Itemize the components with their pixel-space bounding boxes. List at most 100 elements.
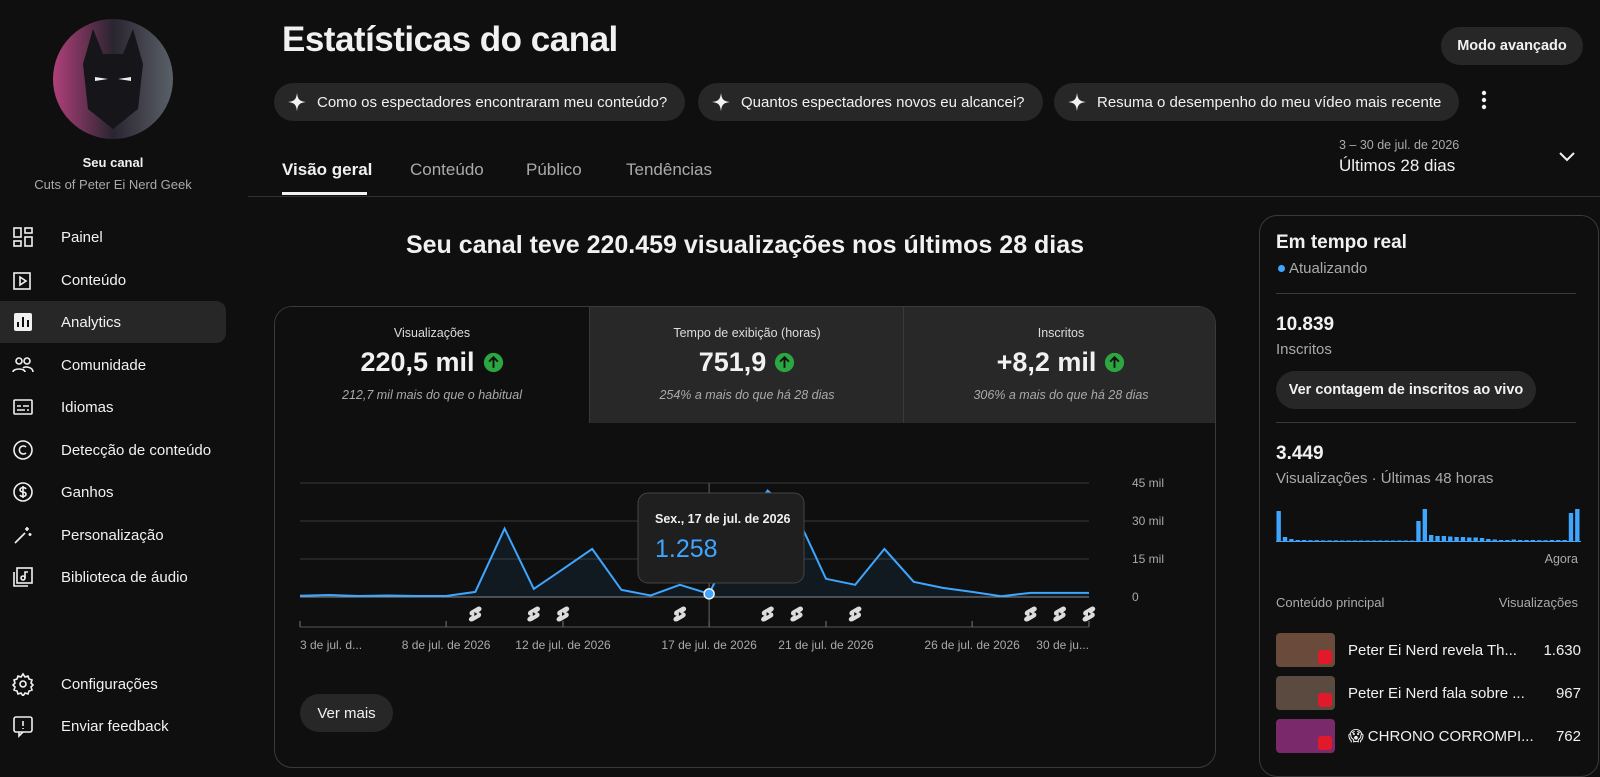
metric-note: 254% a mais do que há 28 dias: [659, 388, 835, 402]
nav-item[interactable]: Biblioteca de áudio: [0, 556, 226, 598]
bar: [1359, 540, 1364, 541]
bar: [1365, 540, 1370, 541]
metric-value-row: +8,2 mil: [904, 347, 1215, 378]
see-more-button[interactable]: Ver mais: [300, 694, 393, 732]
subscriber-count: 10.839: [1276, 314, 1335, 335]
hourly-views-chart: [1276, 509, 1581, 542]
bar: [1460, 537, 1466, 541]
metric-value-row: 751,9: [590, 347, 904, 378]
short-marker[interactable]: [1024, 606, 1037, 622]
nav-label: Detecção de conteúdo: [61, 441, 212, 459]
page-title: Estatísticas do canal: [282, 20, 618, 59]
tab[interactable]: Conteúdo: [410, 160, 484, 179]
bar: [1530, 540, 1536, 541]
nav-item[interactable]: Personalização: [0, 514, 226, 556]
tab[interactable]: Público: [526, 160, 582, 179]
advanced-mode-button[interactable]: Modo avançado: [1441, 27, 1583, 65]
bar: [1435, 536, 1440, 541]
short-marker[interactable]: [1082, 606, 1096, 622]
bar: [1333, 540, 1339, 541]
bar: [1448, 536, 1453, 541]
metric-tab[interactable]: Visualizações 220,5 mil 212,7 mil mais do …: [275, 307, 589, 423]
x-tick-label: 30 de ju...: [1036, 638, 1089, 652]
nav-item[interactable]: Idiomas: [0, 386, 226, 428]
page: Estatísticas do canal { "sidebar": { "ch…: [0, 19, 1600, 777]
nav-item[interactable]: Comunidade: [0, 344, 226, 386]
bar: [1486, 539, 1491, 541]
short-marker[interactable]: [527, 606, 541, 622]
nav-item[interactable]: Configurações: [0, 663, 226, 705]
bar: [1416, 521, 1421, 541]
bar: [1441, 536, 1447, 541]
bar: [1371, 540, 1377, 541]
bar: [1556, 540, 1561, 541]
nav-icon: [11, 672, 35, 696]
more-menu[interactable]: [1474, 88, 1494, 112]
bar: [1295, 540, 1300, 541]
thumbnail: [1276, 676, 1335, 710]
thumbnail: [1276, 719, 1335, 753]
top-content-row[interactable]: Peter Ei Nerd revela Th... 1.630: [1276, 632, 1581, 668]
x-tick-label: 26 de jul. de 2026: [924, 638, 1020, 652]
short-marker[interactable]: [848, 606, 862, 622]
nav-item[interactable]: Analytics: [0, 301, 226, 343]
nav-item[interactable]: Ganhos: [0, 471, 226, 513]
video-title: Peter Ei Nerd revela Th...: [1348, 641, 1517, 659]
summary-heading: Seu canal teve 220.459 visualizações nos…: [405, 231, 1085, 259]
metric-tab[interactable]: Tempo de exibição (horas) 751,9 254% a mai…: [589, 307, 904, 423]
tab[interactable]: Visão geral: [282, 160, 373, 179]
date-chevron[interactable]: [1557, 150, 1577, 164]
nav-item[interactable]: Painel: [0, 216, 226, 258]
divider: [1276, 293, 1576, 294]
bar: [1390, 540, 1396, 541]
bar: [1397, 540, 1402, 541]
bar: [1378, 540, 1383, 541]
line: [299, 489, 1089, 598]
bar: [1575, 509, 1580, 541]
date-range[interactable]: 3 – 30 de jul. de 2026: [1339, 138, 1460, 152]
status-dot: [1278, 265, 1285, 272]
short-marker[interactable]: [790, 606, 804, 622]
short-marker[interactable]: [761, 606, 774, 622]
bar: [1568, 513, 1574, 541]
top-content-row[interactable]: Peter Ei Nerd fala sobre ... 967: [1276, 675, 1581, 711]
x-tick-label: 21 de jul. de 2026: [778, 638, 874, 652]
suggestion-chip[interactable]: Resuma o desempenho do meu vídeo mais re…: [1054, 83, 1460, 121]
nav-icon: [13, 227, 33, 247]
bar: [1543, 540, 1548, 541]
tab[interactable]: Tendências: [626, 160, 713, 179]
short-marker[interactable]: [1053, 606, 1067, 622]
header-divider: [248, 196, 1600, 197]
chip-label: Como os espectadores encontraram meu con…: [317, 93, 668, 111]
area: [300, 490, 1089, 597]
nav-item[interactable]: Conteúdo: [0, 259, 226, 301]
short-marker[interactable]: [468, 606, 482, 622]
nav-icon: [13, 567, 33, 587]
shorts-badge: [1318, 650, 1332, 664]
channel-avatar[interactable]: [53, 19, 173, 139]
short-marker[interactable]: [556, 606, 570, 622]
shorts-badge: [1318, 693, 1332, 707]
short-marker[interactable]: [673, 606, 687, 622]
bar: [1403, 540, 1408, 541]
now-label: Agora: [1544, 552, 1578, 566]
metric-tab[interactable]: Inscritos +8,2 mil 306% a mais do que há 2…: [903, 307, 1215, 423]
nav-item[interactable]: Detecção de conteúdo: [0, 429, 226, 471]
video-views: 762: [1555, 727, 1581, 745]
nav-item[interactable]: Enviar feedback: [0, 705, 226, 747]
period[interactable]: Últimos 28 dias: [1339, 156, 1456, 175]
bar: [1511, 539, 1516, 541]
video-title: Peter Ei Nerd fala sobre ...: [1348, 684, 1525, 702]
top-content-row[interactable]: 😱 CHRONO CORROMPI... 762: [1276, 718, 1581, 754]
y-tick-label: 15 mil: [1132, 552, 1164, 566]
views-label: Visualizações · Últimas 48 horas: [1276, 470, 1494, 487]
bar: [1498, 540, 1504, 541]
suggestion-chip[interactable]: Como os espectadores encontraram meu con…: [274, 83, 686, 121]
bar: [1562, 540, 1567, 541]
metric-value: +8,2 mil: [996, 347, 1097, 377]
suggestion-chip[interactable]: Quantos espectadores novos eu alcancei?: [698, 83, 1043, 121]
live-count-button[interactable]: Ver contagem de inscritos ao vivo: [1276, 371, 1536, 409]
bar: [1340, 540, 1345, 541]
video-title: 😱 CHRONO CORROMPI...: [1348, 728, 1534, 745]
sparkle-icon: [287, 92, 307, 112]
